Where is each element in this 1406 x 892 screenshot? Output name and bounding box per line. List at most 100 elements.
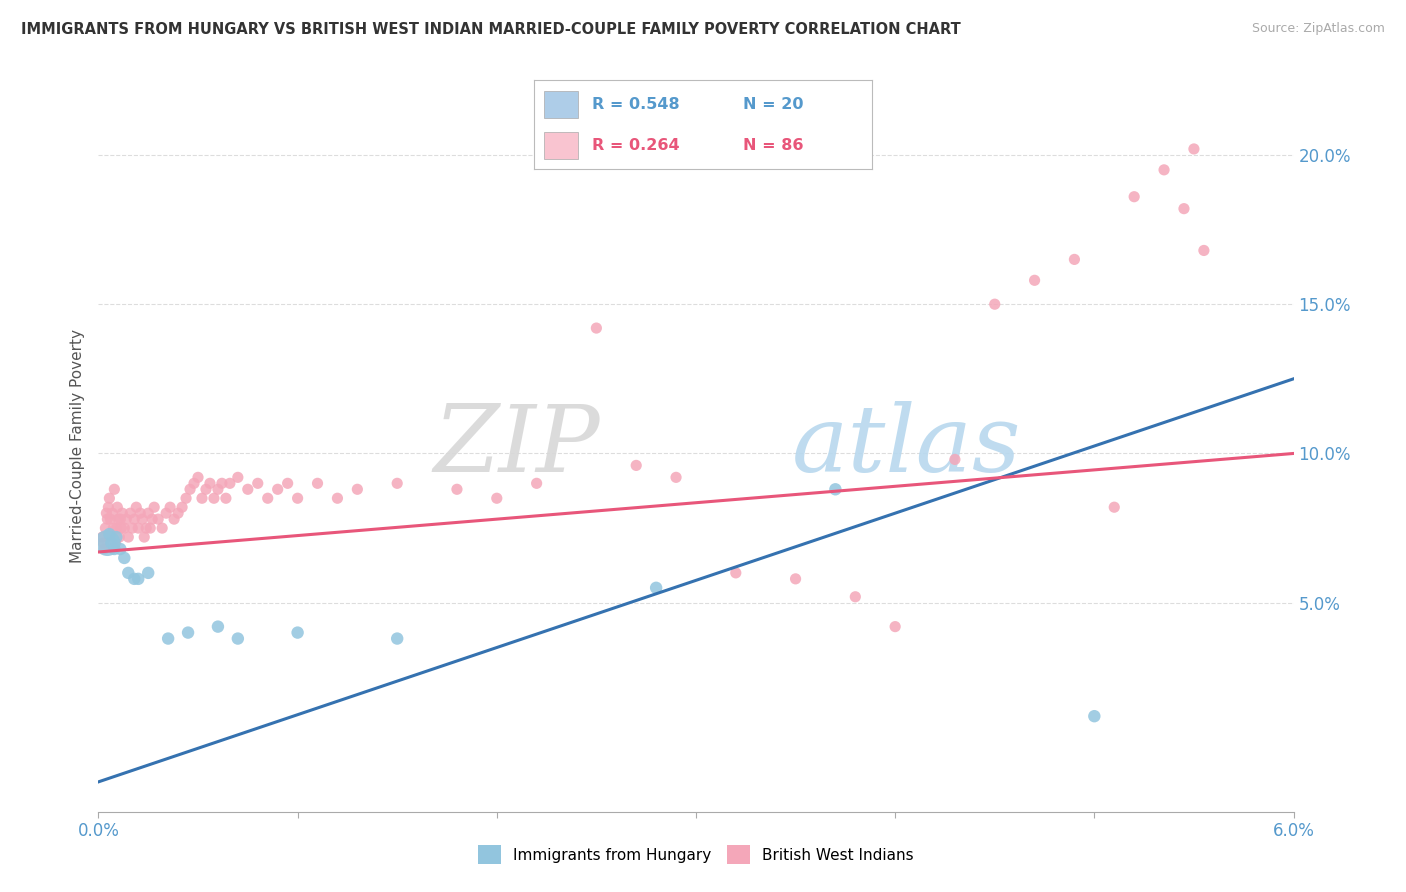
Point xyxy=(246,476,269,491)
Point xyxy=(127,521,149,535)
Point xyxy=(96,512,118,526)
Point xyxy=(96,536,118,550)
Point xyxy=(665,470,688,484)
Point xyxy=(1024,273,1046,287)
Point xyxy=(277,476,299,491)
Point xyxy=(97,500,120,515)
Text: ZIP: ZIP xyxy=(433,401,600,491)
Point xyxy=(195,483,218,497)
Text: atlas: atlas xyxy=(792,401,1021,491)
Point xyxy=(101,506,124,520)
Point xyxy=(167,506,190,520)
Point xyxy=(198,476,221,491)
Point xyxy=(148,512,170,526)
Point xyxy=(124,512,146,526)
Point xyxy=(143,500,166,515)
Point xyxy=(107,512,129,526)
Point xyxy=(207,483,229,497)
Point xyxy=(134,530,156,544)
Point xyxy=(117,566,139,580)
Point xyxy=(346,483,368,497)
Point xyxy=(446,483,468,497)
Point xyxy=(215,491,238,506)
Point xyxy=(136,506,159,520)
Point xyxy=(104,536,127,550)
Point xyxy=(105,500,128,515)
Point xyxy=(326,491,349,506)
Bar xyxy=(544,91,578,118)
Text: N = 86: N = 86 xyxy=(744,138,804,153)
Point xyxy=(236,483,259,497)
Point xyxy=(385,632,409,646)
Point xyxy=(141,512,163,526)
Point xyxy=(112,521,135,535)
Point xyxy=(179,483,201,497)
Point xyxy=(127,572,149,586)
Bar xyxy=(544,132,578,159)
Text: N = 20: N = 20 xyxy=(744,97,804,112)
Point xyxy=(626,458,648,473)
Text: Source: ZipAtlas.com: Source: ZipAtlas.com xyxy=(1251,22,1385,36)
Point xyxy=(100,530,122,544)
Point xyxy=(526,476,548,491)
Point xyxy=(191,491,214,506)
Y-axis label: Married-Couple Family Poverty: Married-Couple Family Poverty xyxy=(69,329,84,563)
Point xyxy=(485,491,508,506)
Point xyxy=(155,506,177,520)
Point xyxy=(163,512,186,526)
Point xyxy=(94,521,117,535)
Text: R = 0.264: R = 0.264 xyxy=(592,138,679,153)
Point xyxy=(884,619,907,633)
Point xyxy=(115,512,138,526)
Point xyxy=(385,476,409,491)
Point xyxy=(724,566,747,580)
Point xyxy=(105,530,128,544)
Point xyxy=(117,530,139,544)
Point xyxy=(177,625,200,640)
Point xyxy=(1192,244,1215,258)
Point xyxy=(174,491,197,506)
Point xyxy=(98,491,121,506)
Point xyxy=(943,452,966,467)
Point xyxy=(91,530,114,544)
Point xyxy=(108,530,131,544)
Point xyxy=(1083,709,1105,723)
Point xyxy=(98,512,122,526)
Point xyxy=(150,521,173,535)
Point xyxy=(219,476,242,491)
Point xyxy=(645,581,668,595)
Point xyxy=(187,470,209,484)
Point xyxy=(103,521,125,535)
Point xyxy=(1063,252,1085,267)
Point xyxy=(159,500,181,515)
Point xyxy=(139,521,162,535)
Point xyxy=(211,476,233,491)
Point xyxy=(124,572,146,586)
Point xyxy=(103,541,125,556)
Point xyxy=(110,521,132,535)
Point xyxy=(585,321,607,335)
Point xyxy=(93,541,115,556)
Point xyxy=(98,527,121,541)
Point xyxy=(307,476,329,491)
Point xyxy=(112,551,135,566)
Point xyxy=(105,521,128,535)
Point xyxy=(131,512,153,526)
Point xyxy=(984,297,1007,311)
Point xyxy=(100,536,122,550)
Point xyxy=(135,521,157,535)
Point xyxy=(96,506,118,520)
Point xyxy=(267,483,290,497)
Point xyxy=(207,619,229,633)
Point xyxy=(103,483,125,497)
Point xyxy=(844,590,866,604)
Point xyxy=(824,483,846,497)
Point xyxy=(226,632,249,646)
Text: R = 0.548: R = 0.548 xyxy=(592,97,679,112)
Point xyxy=(125,500,148,515)
Point xyxy=(110,541,132,556)
Point xyxy=(172,500,194,515)
Point xyxy=(120,506,142,520)
Point xyxy=(202,491,225,506)
Point xyxy=(785,572,807,586)
